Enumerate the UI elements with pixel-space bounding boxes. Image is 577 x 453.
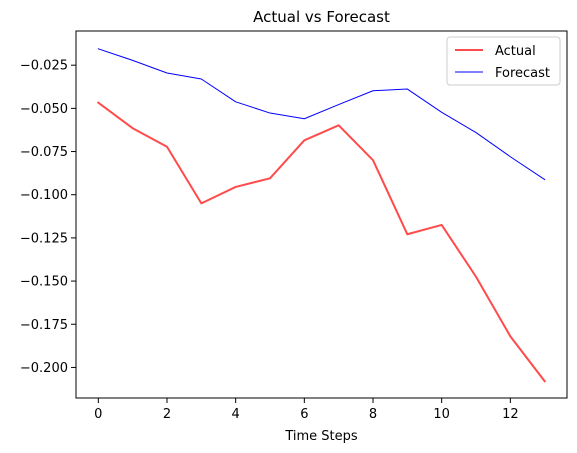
- y-tick-label: −0.050: [20, 102, 68, 117]
- x-tick-label: 12: [502, 407, 519, 422]
- y-tick-label: −0.150: [20, 275, 68, 290]
- x-tick-label: 8: [369, 407, 377, 422]
- plot-area: 0 2 4 6 8 10 12 −0.200 −0.175 −0.150 −0.125 −0.100 −…: [20, 30, 568, 422]
- x-tick-label: 6: [300, 407, 308, 422]
- x-tick-label: 0: [94, 407, 102, 422]
- x-tick-label: 10: [433, 407, 450, 422]
- legend-label-actual: Actual: [495, 44, 536, 59]
- series-line-forecast: [97, 48, 546, 181]
- x-tick-label: 4: [232, 407, 240, 422]
- y-tick-label: −0.125: [20, 231, 68, 246]
- legend: Actual Forecast: [446, 36, 561, 86]
- x-tick-label: 2: [163, 407, 171, 422]
- plot-frame: [75, 30, 568, 399]
- y-tick-label: −0.200: [20, 361, 68, 376]
- chart-title: Actual vs Forecast: [253, 8, 390, 26]
- y-tick-label: −0.100: [20, 188, 68, 203]
- y-tick-label: −0.175: [20, 318, 68, 333]
- legend-label-forecast: Forecast: [495, 66, 550, 81]
- x-axis-label: Time Steps: [284, 429, 358, 444]
- series-line-actual: [96, 101, 547, 383]
- y-tick-label: −0.075: [20, 145, 68, 160]
- y-tick-label: −0.025: [20, 59, 68, 74]
